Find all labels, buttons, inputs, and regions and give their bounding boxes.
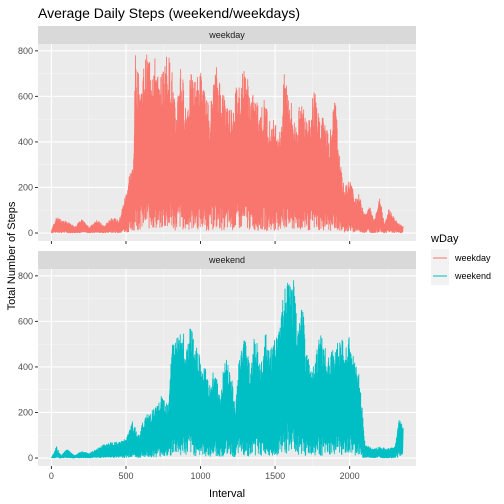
series-line-weekday <box>50 54 404 234</box>
y-tick-label: 200 <box>18 407 33 417</box>
x-tick-label: 500 <box>118 471 133 481</box>
panel-weekday: weekday 0 200 400 600 800 <box>18 26 416 241</box>
series-weekend <box>51 280 404 459</box>
panel-weekday-y-ticks: 0 200 400 600 800 <box>18 46 38 238</box>
strip-weekend-bg <box>38 251 416 269</box>
y-tick-label: 600 <box>18 316 33 326</box>
y-tick-label: 800 <box>18 46 33 56</box>
x-axis-ticks: 0 500 1000 1500 2000 <box>49 241 360 481</box>
legend-title: wDay <box>430 233 459 245</box>
y-axis-title: Total Number of Steps <box>6 201 18 310</box>
legend-label-weekend: weekend <box>454 271 491 281</box>
strip-weekend-label: weekend <box>208 255 245 265</box>
panel-weekend-y-ticks: 0 200 400 600 800 <box>18 271 38 463</box>
y-tick-label: 200 <box>18 182 33 192</box>
y-tick-label: 400 <box>18 362 33 372</box>
strip-weekday-bg <box>38 26 416 44</box>
panel-weekend: weekend 0 200 400 600 800 <box>18 251 416 466</box>
y-tick-label: 400 <box>18 137 33 147</box>
x-tick-label: 1000 <box>191 471 211 481</box>
series-weekday <box>50 54 404 234</box>
y-tick-label: 0 <box>28 453 33 463</box>
chart-title: Average Daily Steps (weekend/weekdays) <box>38 5 300 21</box>
x-tick-label: 2000 <box>340 471 360 481</box>
x-tick-label: 0 <box>49 471 54 481</box>
y-tick-label: 800 <box>18 271 33 281</box>
y-tick-label: 600 <box>18 91 33 101</box>
x-axis-title: Interval <box>209 488 245 500</box>
x-tick-label: 1500 <box>265 471 285 481</box>
y-tick-label: 0 <box>28 228 33 238</box>
strip-weekday-label: weekday <box>208 30 245 40</box>
series-line-weekend <box>51 280 404 459</box>
legend-label-weekday: weekday <box>454 253 491 263</box>
legend: wDay weekday weekend <box>430 233 491 285</box>
